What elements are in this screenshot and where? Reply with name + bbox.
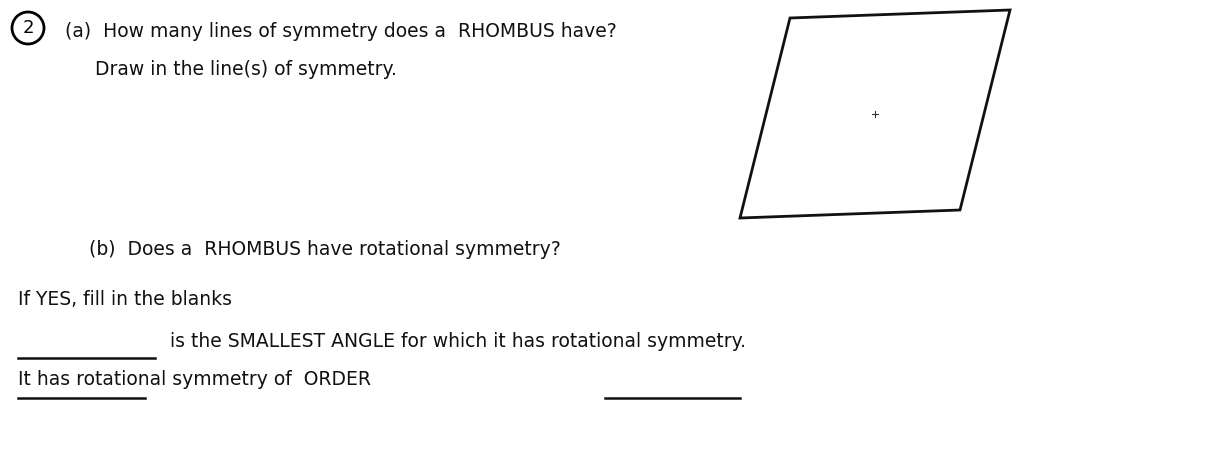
Text: is the SMALLEST ANGLE for which it has rotational symmetry.: is the SMALLEST ANGLE for which it has r… [170,332,745,351]
Text: Draw in the line(s) of symmetry.: Draw in the line(s) of symmetry. [95,60,397,79]
Text: (b)  Does a  RHOMBUS have rotational symmetry?: (b) Does a RHOMBUS have rotational symme… [66,240,561,259]
Text: It has rotational symmetry of  ORDER: It has rotational symmetry of ORDER [18,370,371,389]
Text: 2: 2 [22,19,34,37]
Text: (a)  How many lines of symmetry does a  RHOMBUS have?: (a) How many lines of symmetry does a RH… [66,22,617,41]
Text: If YES, fill in the blanks: If YES, fill in the blanks [18,290,232,309]
